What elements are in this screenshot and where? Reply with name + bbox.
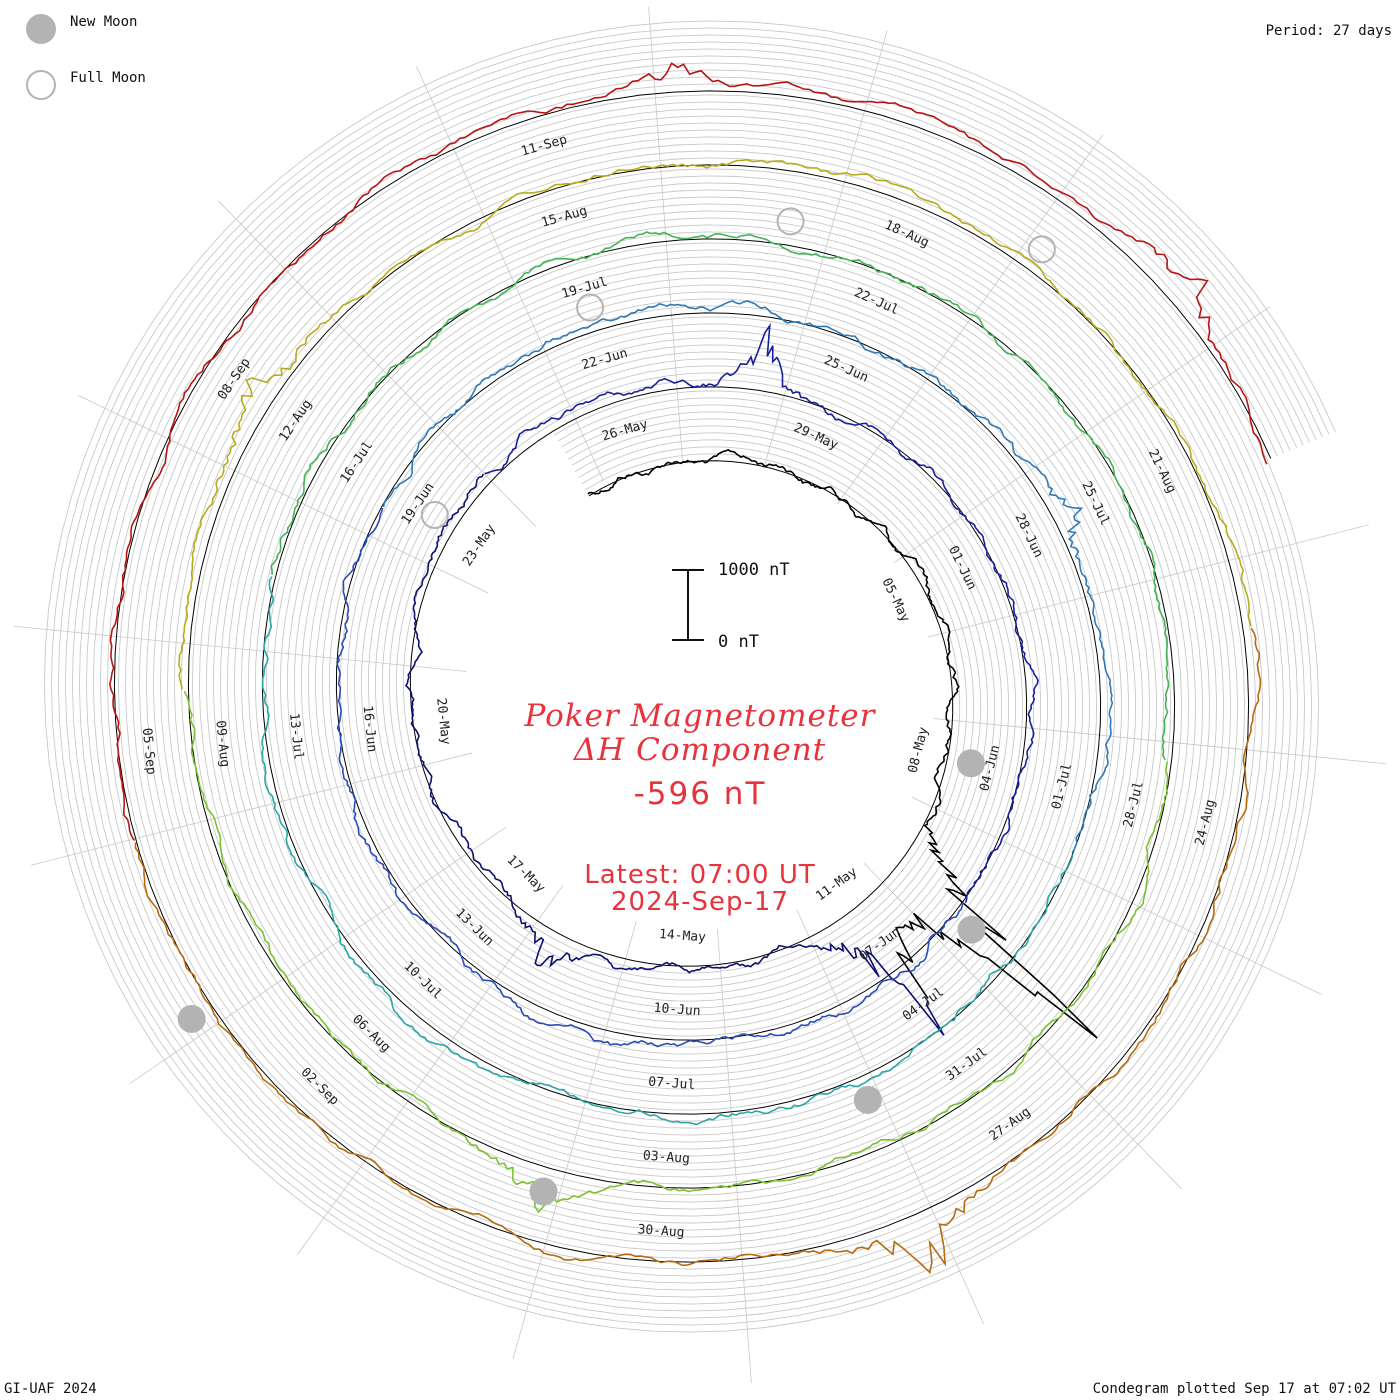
data-trace-1 [405,473,945,1036]
new-moon-marker [957,915,986,944]
data-trace-9 [134,627,1262,1275]
spoke [416,65,604,481]
new-moon-marker [956,749,985,778]
full-moon-icon [26,70,56,100]
data-trace-2 [484,322,1039,903]
date-label: 10-Jul [401,959,445,1002]
new-moon-icon [26,14,56,44]
grid-spiral [43,20,1336,1333]
spoke [796,909,984,1325]
date-label: 05-Sep [139,727,159,775]
spoke [717,929,752,1384]
data-trace-10 [108,62,1268,841]
new-moon-marker [177,1004,206,1033]
grid-spiral [85,62,1298,1291]
spoke [927,524,1369,638]
grid-spiral [57,34,1323,1319]
credit-label: GI-UAF 2024 [4,1381,97,1397]
full-moon-marker [576,293,605,322]
chart-title-line1: Poker Magnetometer [524,698,876,734]
spoke [129,826,507,1084]
date-label: 29-May [791,420,840,453]
baseline-spiral [113,90,1272,1263]
date-label: 09-Aug [212,720,232,768]
grid-spiral [78,55,1304,1298]
full-moon-marker [420,501,449,530]
latest-time: Latest: 07:00 UT [584,860,816,890]
chart-title-line2: ΔH Component [573,732,827,768]
full-moon-marker [1027,235,1056,264]
date-label: 23-May [460,522,499,569]
spoke [512,921,637,1360]
grid-spiral [64,41,1317,1312]
date-label: 22-Jul [852,285,901,318]
spoke [836,134,1104,505]
data-trace-4 [382,300,1114,854]
grid-spiral [71,48,1311,1305]
grid-spiral [92,69,1291,1284]
data-trace-3 [336,507,965,1048]
date-label: 14-May [658,927,706,945]
date-label: 03-Aug [642,1148,690,1166]
date-label: 20-May [433,697,453,745]
date-label: 16-Jun [360,705,380,753]
spoke [78,395,489,594]
spiral-baseline [113,90,1272,1263]
scale-top-label: 1000 nT [718,560,790,580]
current-value: -596 nT [633,776,767,812]
data-trace-7 [183,690,1169,1214]
spoke [296,885,564,1256]
data-trace-6 [270,231,1170,761]
date-label: 18-Aug [882,218,931,251]
latest-date: 2024-Sep-17 [610,887,790,917]
moon-markers [177,207,1056,1206]
spoke [893,306,1271,564]
data-trace-5 [261,576,1074,1126]
new-moon-marker [529,1177,558,1206]
new-moon-marker [853,1085,882,1114]
plotted-timestamp: Condegram plotted Sep 17 at 07:02 UT [1092,1381,1396,1397]
data-traces [108,62,1268,1275]
date-label: 13-Jul [286,712,306,760]
date-label: 07-Jul [648,1075,696,1093]
scale-bar [672,569,704,641]
legend-full-moon-label: Full Moon [70,70,146,86]
date-label: 05-May [878,576,912,625]
spoke [933,718,1387,765]
scale-bottom-label: 0 nT [718,632,759,652]
spoke [911,796,1322,995]
legend-new-moon-label: New Moon [70,14,138,30]
date-label: 27-Aug [987,1104,1034,1144]
radial-spokes [13,6,1387,1384]
date-label: 02-Sep [298,1065,342,1109]
full-moon-marker [776,207,805,236]
spoke [13,625,467,672]
spoke [31,752,473,866]
data-trace-8 [177,158,1252,690]
date-label: 30-Aug [637,1222,685,1240]
grid-spiral [50,27,1330,1326]
date-label: 25-Jun [822,353,871,386]
date-label: 07-Jun [857,925,904,965]
date-label: 31-Jul [943,1045,990,1085]
spoke [763,30,888,469]
grid-spiral [99,76,1285,1277]
data-trace-0 [587,448,1098,1039]
spoke [218,200,537,528]
date-label: 06-Aug [349,1012,393,1055]
spiral-grid [43,20,1336,1333]
period-label: Period: 27 days [1265,23,1392,39]
date-label: 10-Jun [653,1001,701,1019]
